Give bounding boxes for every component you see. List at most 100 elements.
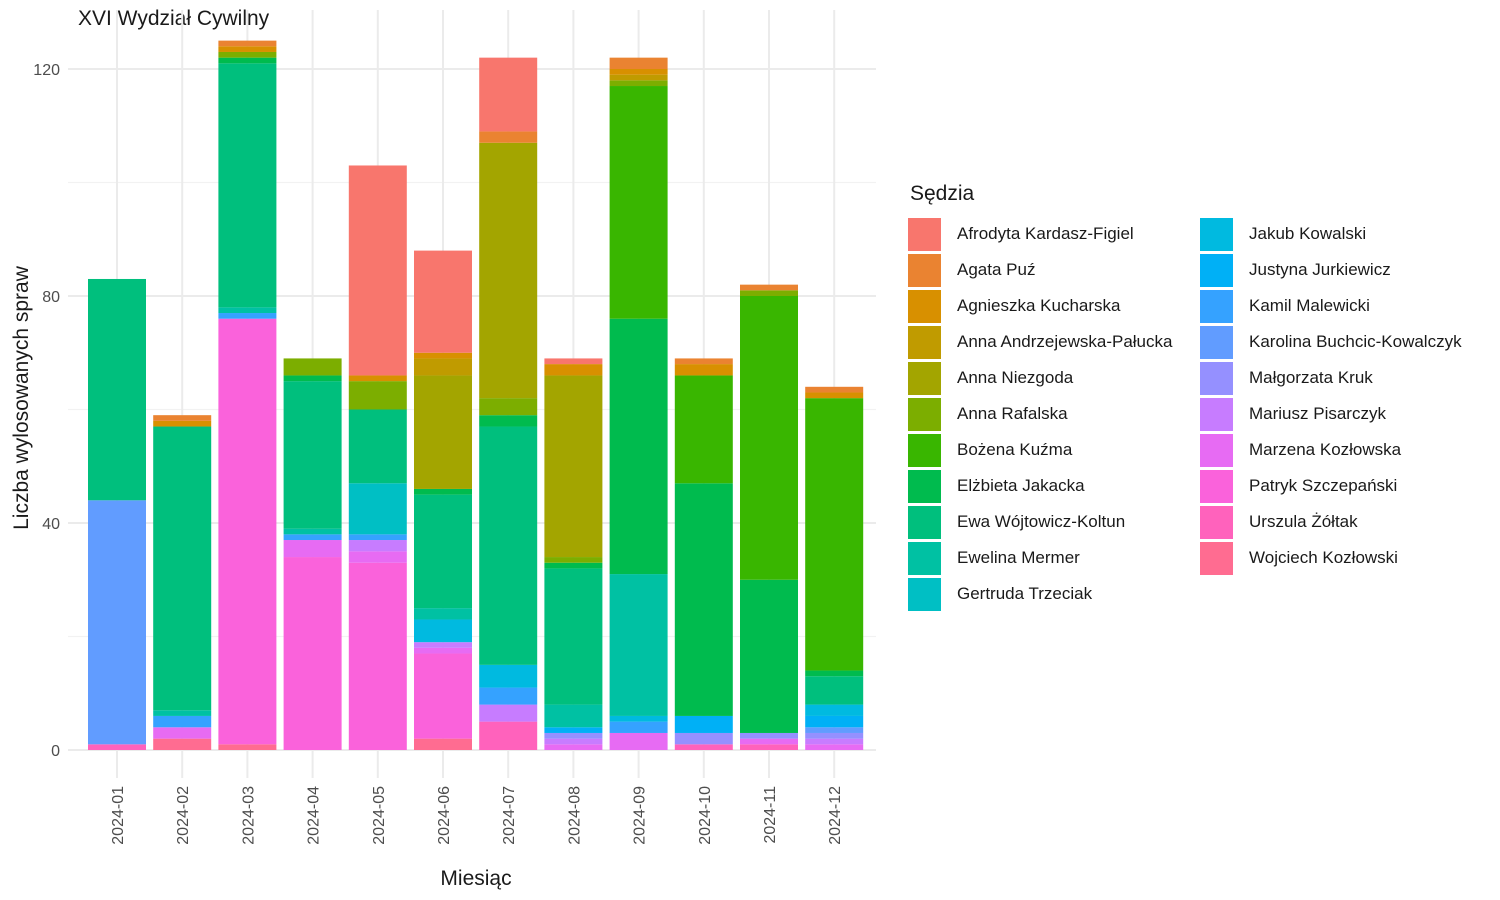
legend-label: Elżbieta Jakacka <box>957 476 1085 495</box>
bar-segment: Agnieszka Kucharska 2024-03: 1 <box>218 46 277 52</box>
legend-item: Patryk Szczepański <box>1200 468 1492 504</box>
bar-segment: Elżbieta Jakacka 2024-09: 45 <box>609 318 668 575</box>
bar-segment: Agata Puź 2024-03: 1 <box>218 40 277 47</box>
x-tick-label: 2024-10 <box>697 786 714 845</box>
x-tick-label: 2024-07 <box>501 786 518 845</box>
bar-segment: Kamil Malewicki 2024-03: 1 <box>218 313 277 319</box>
bar-segment: Ewa Wójtowicz-Koltun 2024-05: 13 <box>348 409 407 484</box>
bars: Urszula Żółtak 2024-01: 1Karolina Buchci… <box>88 40 864 750</box>
legend-color-key <box>1200 325 1233 359</box>
legend-color-key <box>908 469 941 503</box>
bar-segment: Jakub Kowalski 2024-07: 4 <box>479 664 538 688</box>
legend-label: Jakub Kowalski <box>1249 224 1367 243</box>
bar-segment: Anna Rafalska 2024-08: 1 <box>544 557 603 563</box>
bar-segment: Urszula Żółtak 2024-11: 1 <box>740 744 798 750</box>
legend-color-key <box>1200 505 1233 539</box>
legend-label: Anna Andrzejewska-Pałucka <box>957 332 1173 351</box>
legend: Sędzia Afrodyta Kardasz-Figiel Agata Puź A… <box>908 182 1492 612</box>
bar-segment: Elżbieta Jakacka 2024-07: 2 <box>479 415 538 427</box>
bar-segment: Wojciech Kozłowski 2024-03: 1 <box>218 744 277 750</box>
legend-color-key <box>908 577 941 611</box>
y-tick-label: 120 <box>33 62 60 79</box>
bar-segment: Ewa Wójtowicz-Koltun 2024-02: 50 <box>153 426 212 711</box>
bar-segment: Elżbieta Jakacka 2024-04: 1 <box>283 375 342 382</box>
legend-label: Wojciech Kozłowski <box>1249 548 1398 567</box>
x-tick-label: 2024-11 <box>762 786 779 844</box>
bar-segment: Anna Rafalska 2024-11: 1 <box>740 290 798 296</box>
legend-label: Bożena Kuźma <box>957 440 1073 459</box>
bar-segment: Karolina Buchcic-Kowalczyk 2024-01: 43 <box>88 500 146 745</box>
bar-segment: Anna Andrzejewska-Pałucka 2024-06: 3 <box>414 358 472 376</box>
legend-item: Jakub Kowalski <box>1200 216 1492 252</box>
legend-label: Ewelina Mermer <box>957 548 1080 567</box>
bar-segment: Ewa Wójtowicz-Koltun 2024-04: 26 <box>283 381 342 529</box>
legend-item: Wojciech Kozłowski <box>1200 540 1492 576</box>
bar-segment: Marzena Kozłowska 2024-08: 1 <box>544 744 603 750</box>
bar-segment: Agata Puź 2024-10: 1 <box>674 358 733 365</box>
bar-segment: Małgorzata Kruk 2024-10: 2 <box>674 732 733 745</box>
bar-segment: Ewa Wójtowicz-Koltun 2024-07: 42 <box>479 426 538 665</box>
legend-item: Marzena Kozłowska <box>1200 432 1492 468</box>
bar-segment: Justyna Jurkiewicz 2024-12: 2 <box>805 715 864 728</box>
bar-segment: Gertruda Trzeciak 2024-05: 9 <box>348 483 407 535</box>
legend-label: Gertruda Trzeciak <box>957 584 1093 603</box>
legend-color-key <box>1200 217 1233 251</box>
legend-color-key <box>1200 433 1233 467</box>
legend-label: Karolina Buchcic-Kowalczyk <box>1249 332 1462 351</box>
legend-label: Justyna Jurkiewicz <box>1249 260 1391 279</box>
bar-segment: Małgorzata Kruk 2024-12: 1 <box>805 732 864 739</box>
bar-segment: Wojciech Kozłowski 2024-02: 2 <box>153 738 212 750</box>
legend-item: Elżbieta Jakacka <box>908 468 1200 504</box>
bar-segment: Agata Puź 2024-09: 2 <box>609 57 668 69</box>
bar-segment: Bożena Kuźma 2024-12: 48 <box>805 398 864 671</box>
legend-item: Ewelina Mermer <box>908 540 1200 576</box>
bar-segment: Ewa Wójtowicz-Koltun 2024-12: 5 <box>805 676 864 705</box>
bar-segment: Ewelina Mermer 2024-08: 4 <box>544 704 603 728</box>
x-axis-ticks: 2024-01 2024-02 2024-03 2024-04 2024-05 2024-… <box>110 786 844 845</box>
x-tick-label: 2024-12 <box>827 786 844 845</box>
legend-label: Patryk Szczepański <box>1249 476 1398 495</box>
legend-label: Małgorzata Kruk <box>1249 368 1373 387</box>
bar-segment: Justyna Jurkiewicz 2024-10: 3 <box>674 715 733 733</box>
bar-segment: Agnieszka Kucharska 2024-10: 2 <box>674 364 733 376</box>
bar-segment: Agata Puź 2024-11: 1 <box>740 284 798 291</box>
chart-title: XVI Wydział Cywilny <box>78 7 270 30</box>
bar-segment: Mariusz Pisarczyk 2024-12: 1 <box>805 738 864 745</box>
legend-color-key <box>908 541 941 575</box>
legend-label: Afrodyta Kardasz-Figiel <box>957 224 1134 243</box>
bar-segment: Elżbieta Jakacka 2024-12: 1 <box>805 670 864 677</box>
bar-segment: Afrodyta Kardasz-Figiel 2024-07: 13 <box>479 57 538 132</box>
bar-segment: Agnieszka Kucharska 2024-12: 1 <box>805 392 864 399</box>
legend-label: Anna Rafalska <box>957 404 1068 423</box>
x-tick-label: 2024-09 <box>632 786 649 845</box>
bar-segment: Bożena Kuźma 2024-11: 50 <box>740 296 798 580</box>
bar-segment: Wojciech Kozłowski 2024-06: 2 <box>414 738 472 750</box>
bar-segment: Bożena Kuźma 2024-09: 41 <box>609 86 668 319</box>
x-axis-title: Miesiąc <box>440 867 511 890</box>
bar-segment: Anna Rafalska 2024-05: 5 <box>348 381 407 410</box>
bar-segment: Urszula Żółtak 2024-07: 5 <box>479 721 538 750</box>
bar-segment: Patryk Szczepański 2024-06: 15 <box>414 653 472 739</box>
y-tick-label: 0 <box>51 743 60 760</box>
bar-segment: Anna Rafalska 2024-03: 1 <box>218 51 277 58</box>
x-tick-label: 2024-03 <box>240 786 257 845</box>
bar-segment: Jakub Kowalski 2024-09: 1 <box>609 715 668 722</box>
bar-segment: Elżbieta Jakacka 2024-08: 1 <box>544 562 603 569</box>
bar-segment: Urszula Żółtak 2024-10: 1 <box>674 744 733 750</box>
bar-segment: Ewa Wójtowicz-Koltun 2024-08: 24 <box>544 568 603 705</box>
legend-label: Marzena Kozłowska <box>1249 440 1402 459</box>
bar-segment: Bożena Kuźma 2024-10: 19 <box>674 375 733 484</box>
bar-segment: Ewa Wójtowicz-Koltun 2024-06: 20 <box>414 494 472 609</box>
y-tick-label: 40 <box>42 516 60 533</box>
bar-segment: Agnieszka Kucharska 2024-05: 1 <box>348 375 407 382</box>
legend-label: Urszula Żółtak <box>1249 512 1358 531</box>
bar-segment: Agnieszka Kucharska 2024-08: 2 <box>544 364 603 376</box>
bar-segment: Mariusz Pisarczyk 2024-08: 1 <box>544 738 603 745</box>
bar-segment: Jakub Kowalski 2024-06: 4 <box>414 619 472 643</box>
bar-segment: Patryk Szczepański 2024-04: 34 <box>283 557 342 750</box>
bar-segment: Jakub Kowalski 2024-12: 2 <box>805 704 864 716</box>
legend-item: Anna Rafalska <box>908 396 1200 432</box>
bar-segment: Agnieszka Kucharska 2024-06: 1 <box>414 352 472 359</box>
bar-segment: Marzena Kozłowska 2024-02: 2 <box>153 727 212 739</box>
bar-segment: Marzena Kozłowska 2024-12: 1 <box>805 744 864 750</box>
